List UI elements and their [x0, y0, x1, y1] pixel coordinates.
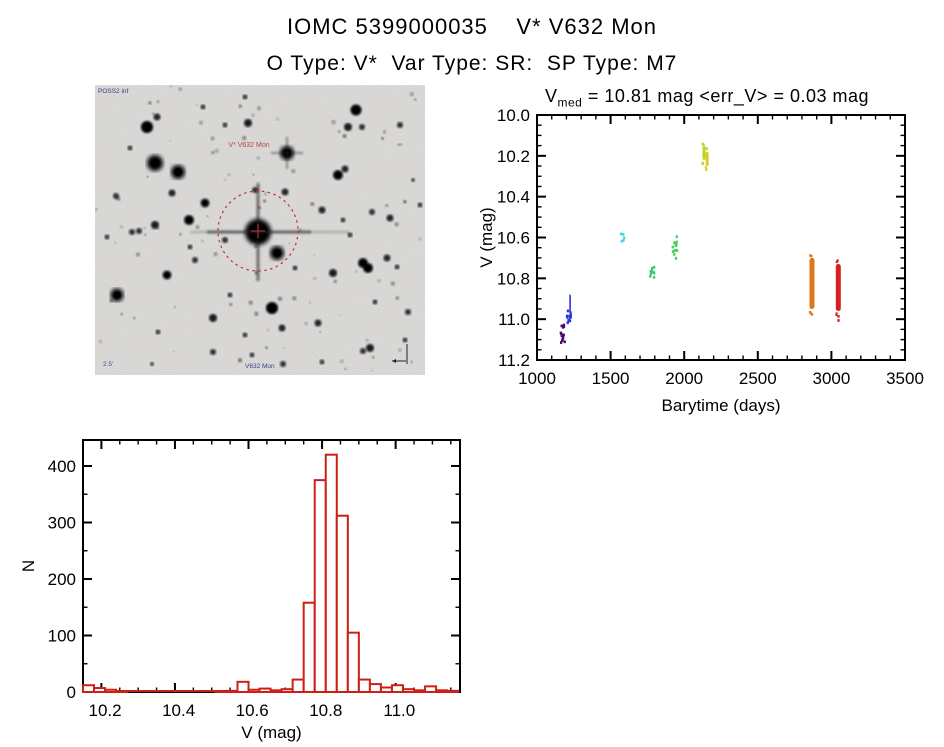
histogram-bar — [446, 689, 460, 694]
histogram-bar — [357, 678, 371, 693]
target-name-annotation: V* V632 Mon — [228, 142, 269, 149]
svg-text:11.2: 11.2 — [498, 351, 530, 370]
svg-text:200: 200 — [48, 570, 76, 589]
svg-text:10.4: 10.4 — [162, 701, 195, 720]
svg-text:3000: 3000 — [812, 369, 850, 388]
histogram-bar — [379, 686, 393, 694]
magnitude-histogram-plot: 10.2 10.4 10.6 10.8 11.0 0 100 200 300 400 V (mag)… — [20, 439, 461, 742]
histogram-bar — [335, 514, 349, 694]
lightcurve-cluster — [559, 323, 566, 344]
target-marker: V* V632 Mon — [217, 142, 299, 272]
svg-text:400: 400 — [48, 457, 76, 476]
svg-text:100: 100 — [48, 626, 76, 645]
histogram-bar — [280, 688, 294, 694]
svg-text:1500: 1500 — [592, 369, 630, 388]
svg-text:300: 300 — [48, 513, 76, 532]
lightcurve-axes: 1000 1500 2000 2500 3000 3500 10.0 10.2 10.4 10.6… — [477, 106, 924, 415]
lightcurve-cluster — [808, 254, 815, 316]
histogram-bar — [302, 601, 316, 693]
lightcurve-cluster — [649, 265, 656, 279]
histogram-bars — [82, 453, 460, 694]
svg-text:10.8: 10.8 — [309, 701, 342, 720]
histogram-bar — [390, 684, 404, 693]
histogram-bar — [236, 680, 250, 693]
lightcurve-cluster — [704, 147, 709, 171]
lightcurve-cluster — [619, 232, 626, 243]
lightcurve-yaxis-label: V (mag) — [477, 207, 496, 267]
survey-annotation: POSS2 inf — [98, 88, 129, 95]
histogram-bar — [401, 688, 416, 694]
target-circle-icon — [217, 190, 299, 272]
histogram-bar — [258, 687, 272, 693]
histogram-bar — [269, 689, 283, 693]
page-title: IOMC 5399000035 V* V632 Mon — [287, 14, 657, 39]
svg-text:10.6: 10.6 — [236, 701, 269, 720]
histogram-bar — [82, 684, 96, 693]
chart-annotations: POSS2 inf V632 Mon 2.5' — [98, 88, 275, 370]
histogram-bar — [115, 690, 129, 693]
svg-text:11.0: 11.0 — [383, 701, 415, 720]
histogram-bar — [313, 479, 327, 693]
scale-annotation: 2.5' — [103, 361, 113, 368]
svg-text:2500: 2500 — [739, 369, 777, 388]
starfield-stars — [95, 85, 423, 372]
lightcurve-cluster — [701, 142, 706, 165]
svg-text:10.2: 10.2 — [89, 701, 122, 720]
histogram-bar — [324, 453, 338, 693]
lightcurve-xaxis-label: Barytime (days) — [661, 396, 780, 415]
lightcurve-series — [559, 142, 841, 344]
histogram-bar — [413, 689, 427, 693]
finding-chart-image: V* V632 Mon POSS2 inf V632 Mon 2.5' — [95, 85, 425, 375]
histogram-bar — [93, 687, 107, 693]
stats-values: = 10.81 mag <err_V> = 0.03 mag — [582, 86, 870, 106]
histogram-bar — [435, 689, 449, 693]
svg-text:2000: 2000 — [665, 369, 703, 388]
histogram-bar — [346, 631, 360, 694]
stats-vmed-subscript: med — [557, 95, 583, 110]
lightcurve-cluster — [835, 259, 841, 322]
svg-text:11.0: 11.0 — [498, 310, 530, 329]
histogram-bar — [368, 683, 382, 694]
histogram-bar — [424, 685, 438, 693]
svg-text:1000: 1000 — [518, 369, 556, 388]
svg-text:10.2: 10.2 — [497, 147, 530, 166]
svg-text:10.6: 10.6 — [497, 229, 530, 248]
svg-text:0: 0 — [67, 683, 76, 702]
histogram-bar — [247, 688, 261, 693]
bottom-annotation: V632 Mon — [245, 363, 275, 370]
compass-icon — [392, 344, 408, 364]
lightcurve-plot: 1000 1500 2000 2500 3000 3500 10.0 10.2 10.4 10.6… — [477, 106, 924, 415]
svg-text:10.0: 10.0 — [497, 106, 530, 125]
svg-text:10.4: 10.4 — [497, 188, 530, 207]
histogram-bar — [291, 678, 305, 693]
lightcurve-cluster — [565, 294, 572, 325]
histogram-bar — [214, 690, 228, 693]
svg-text:10.8: 10.8 — [497, 269, 530, 288]
stats-vmed-prefix: V — [544, 86, 558, 106]
svg-text:3500: 3500 — [886, 369, 924, 388]
lightcurve-stats: Vmed = 10.81 mag <err_V> = 0.03 mag — [470, 86, 944, 110]
histogram-bar — [104, 688, 118, 693]
histogram-yaxis-label: N — [20, 560, 38, 572]
page-subtitle: O Type: V* Var Type: SR: SP Type: M7 — [266, 52, 678, 75]
histogram-axes: 10.2 10.4 10.6 10.8 11.0 0 100 200 300 400 V (mag)… — [20, 439, 461, 742]
histogram-bar — [225, 689, 239, 694]
lightcurve-cluster — [671, 235, 679, 260]
histogram-xaxis-label: V (mag) — [241, 723, 301, 742]
